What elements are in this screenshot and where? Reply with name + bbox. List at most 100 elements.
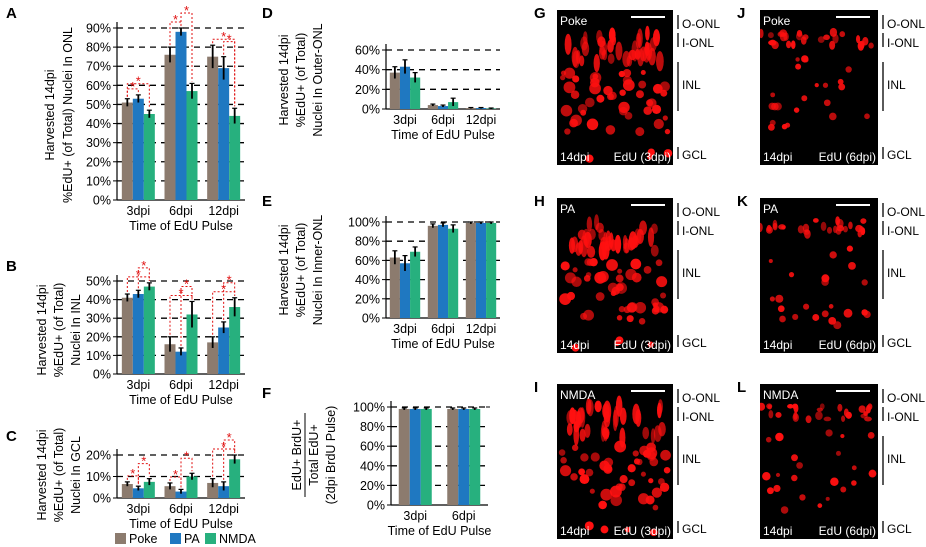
edu-cell <box>868 469 877 478</box>
panel-letter: E <box>262 193 272 210</box>
edu-cell <box>646 451 657 461</box>
bar-nmda-12dpi <box>229 307 241 374</box>
edu-cell <box>581 41 590 57</box>
edu-cell <box>770 92 776 98</box>
edu-cell <box>835 228 842 235</box>
y-tick-label: 80% <box>360 420 385 434</box>
edu-cell <box>600 488 613 501</box>
edu-cell <box>772 222 778 231</box>
bar-nmda-6dpi <box>186 314 198 374</box>
edu-cell <box>624 111 633 120</box>
edu-cell <box>626 315 634 323</box>
x-tick-label: 6dpi <box>169 378 193 392</box>
y-axis-label: %EdU+ (of Total) <box>52 283 66 378</box>
edu-cell <box>635 127 645 137</box>
y-axis-label: Nuclei In INL <box>69 294 83 366</box>
edu-cell <box>610 494 622 507</box>
edu-cell <box>864 113 870 120</box>
y-axis-label: Nuclei In GCL <box>69 436 83 514</box>
edu-cell <box>579 428 586 442</box>
x-axis-label: Time of EdU Pulse <box>129 517 233 531</box>
y-axis-label-denominator: Total EdU+ <box>307 424 321 486</box>
layer-label-i-onl: I-ONL <box>887 36 919 50</box>
bar-poke-3dpi <box>121 484 133 498</box>
edu-cell <box>634 48 641 60</box>
edu-cell <box>598 229 605 241</box>
edu-cell <box>796 30 803 37</box>
legend-label-pa: PA <box>184 532 200 546</box>
edu-cell <box>784 122 791 128</box>
edu-cells <box>760 402 877 514</box>
edu-cell <box>865 405 871 414</box>
edu-cell <box>777 305 785 313</box>
edu-cell <box>601 49 608 61</box>
bar-pa-6dpi <box>175 31 187 201</box>
panel-letter: L <box>737 379 746 396</box>
edu-cell <box>647 148 655 156</box>
edu-cells <box>560 25 673 163</box>
edu-cell <box>585 272 592 278</box>
y-tick-label: 40% <box>355 63 380 77</box>
edu-cell <box>597 270 609 283</box>
edu-cell <box>840 486 847 493</box>
bar-poke-3dpi <box>389 257 400 318</box>
bar-pa-3dpi <box>399 263 411 318</box>
edu-cell <box>590 452 600 462</box>
bar-nmda-3dpi <box>143 286 155 374</box>
significance-star: * <box>227 430 232 445</box>
y-axis-label-sub: (2dpi BrdU Pulse) <box>324 406 338 505</box>
x-axis-label: Time of EdU Pulse <box>388 524 492 538</box>
y-tick-label: 0% <box>93 368 111 382</box>
edu-cell <box>841 415 846 422</box>
timepoint-label: 14dpi <box>560 524 589 538</box>
y-axis-label: Harvested 14dpi <box>277 34 291 125</box>
micrograph-l: L NMDA 14dpi EdU (6dpi) O-ONL I-ONL INL GCL <box>737 379 925 539</box>
timepoint-label: 14dpi <box>763 338 792 352</box>
edu-cell <box>619 475 628 484</box>
edu-cell <box>795 63 802 70</box>
edu-cell <box>817 36 825 43</box>
edu-cell <box>631 272 642 283</box>
y-axis-label: Harvested 14dpi <box>35 429 49 520</box>
edu-cell <box>586 258 595 267</box>
y-tick-label: 0% <box>362 312 380 326</box>
layer-label-o-onl: O-ONL <box>682 17 720 31</box>
edu-cell <box>766 224 772 232</box>
y-tick-label: 30% <box>86 136 111 150</box>
edu-cell <box>830 477 839 487</box>
y-tick-label: 40% <box>86 117 111 131</box>
edu-cell <box>805 415 812 424</box>
edu-cell <box>837 403 843 412</box>
significance-star: * <box>227 32 232 47</box>
edu-cell <box>596 94 605 103</box>
edu-cell <box>585 468 594 477</box>
bar-pa-6dpi <box>175 351 187 374</box>
edu-cell <box>614 234 622 254</box>
edu-cell <box>609 485 622 498</box>
edu-cell <box>559 293 572 305</box>
y-axis-label-numerator: EdU+ BrdU+ <box>290 420 304 491</box>
edu-cell <box>802 229 810 235</box>
edu-cell <box>768 40 776 46</box>
significance-bracket <box>223 41 236 107</box>
layer-label-o-onl: O-ONL <box>887 391 925 405</box>
condition-label: PA <box>763 202 778 216</box>
edu-cell <box>577 104 588 114</box>
panel-letter: J <box>737 5 745 22</box>
edu-cell <box>858 405 866 413</box>
panel-letter: F <box>262 385 271 402</box>
y-axis-label: %EdU+ (of Total) <box>52 428 66 523</box>
bar-poke-6dpi <box>447 408 459 505</box>
edu-cell <box>792 404 798 410</box>
bar-poke-12dpi <box>207 482 219 498</box>
x-tick-label: 3dpi <box>127 378 151 392</box>
edu-cell <box>801 95 808 102</box>
edu-cell <box>821 274 830 283</box>
layer-label-inl: INL <box>682 266 701 280</box>
edu-cell <box>820 221 827 232</box>
edu-cell <box>795 57 800 62</box>
edu-cell <box>643 106 653 115</box>
condition-label: Poke <box>763 14 791 28</box>
